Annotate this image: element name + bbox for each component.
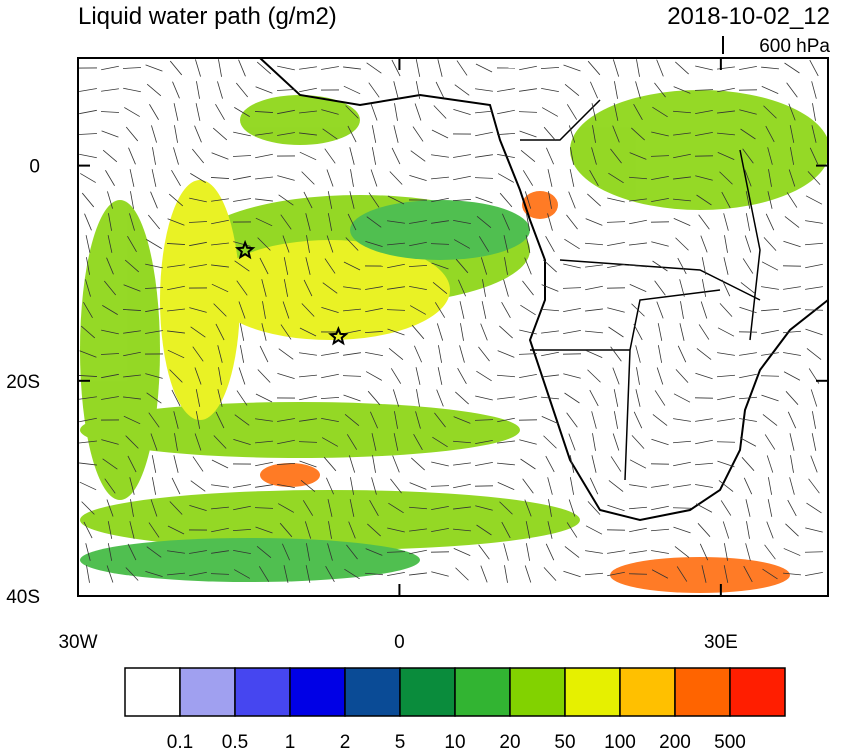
station-star: [328, 325, 349, 346]
colorbar-label: 50: [554, 732, 575, 750]
title: Liquid water path (g/m2): [78, 3, 337, 30]
x-tick-label: 30W: [58, 632, 97, 653]
level-label: 600 hPa: [759, 36, 830, 57]
colorbar-label: 1: [285, 732, 296, 750]
y-tick-label: 40S: [6, 587, 40, 608]
time-label: 2018-10-02_12: [667, 3, 830, 30]
map-field: [78, 58, 828, 596]
colorbar-cell: [289, 667, 346, 717]
station-star: [234, 239, 256, 260]
colorbar-label: 500: [714, 732, 746, 750]
colorbar-label: 5: [395, 732, 406, 750]
colorbar-cell: [234, 667, 291, 717]
colorbar-label: 0.5: [222, 732, 248, 750]
colorbar-cell: [509, 667, 566, 717]
y-tick-label: 20S: [6, 372, 40, 393]
x-tick-label: 30E: [704, 632, 738, 653]
colorbar-cell: [179, 667, 236, 717]
colorbar-label: 10: [444, 732, 465, 750]
colorbar-cell: [344, 667, 401, 717]
map-frame: [77, 57, 829, 597]
colorbar-cell: [124, 667, 181, 717]
colorbar-label: 2: [340, 732, 351, 750]
colorbar-cell: [564, 667, 621, 717]
colorbar-cell: [454, 667, 511, 717]
x-tick-label: 0: [394, 632, 405, 653]
colorbar-cell: [399, 667, 456, 717]
colorbar-cell: [674, 667, 731, 717]
colorbar-label: 200: [659, 732, 691, 750]
colorbar-cell: [729, 667, 786, 717]
colorbar-label: 100: [604, 732, 636, 750]
colorbar-label: 20: [499, 732, 520, 750]
colorbar-cell: [619, 667, 676, 717]
colorbar-label: 0.1: [167, 732, 193, 750]
y-tick-label: 0: [29, 157, 40, 178]
